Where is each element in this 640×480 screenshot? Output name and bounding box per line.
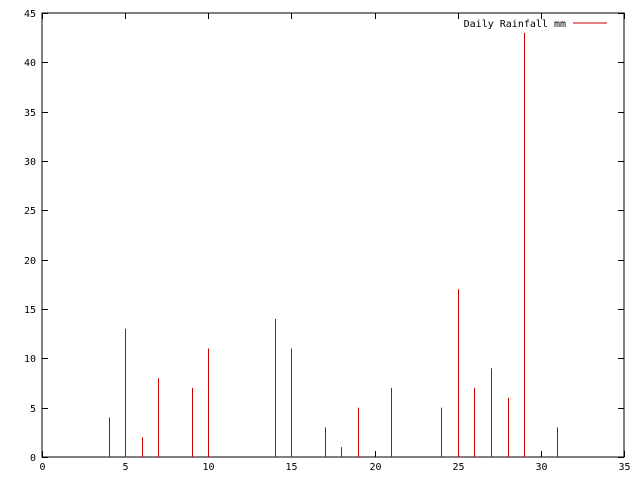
y-tick-label: 30 [24,157,36,168]
x-tick-label: 20 [369,462,381,473]
plot-frame [41,12,625,458]
y-axis-ticks: 0 5 10 15 20 25 30 35 40 45 [24,9,624,464]
y-tick-label: 35 [24,108,36,119]
x-tick-label: 10 [202,462,214,473]
x-axis-ticks: 0 5 10 15 20 25 30 35 [39,13,631,473]
x-tick-label: 0 [39,462,45,473]
x-tick-label: 35 [618,462,630,473]
y-tick-label: 25 [24,206,36,217]
x-tick-label: 25 [452,462,464,473]
y-tick-label: 15 [24,305,36,316]
x-tick-label: 5 [122,462,128,473]
rainfall-bars [109,32,558,457]
legend-label: Daily Rainfall mm [464,19,566,30]
y-tick-label: 0 [30,453,36,464]
x-tick-label: 30 [535,462,547,473]
x-tick-label: 15 [285,462,297,473]
y-tick-label: 10 [24,354,36,365]
legend: Daily Rainfall mm [464,19,607,30]
y-tick-label: 45 [24,9,36,20]
y-tick-label: 20 [24,256,36,267]
y-tick-label: 40 [24,58,36,69]
y-tick-label: 5 [30,404,36,415]
